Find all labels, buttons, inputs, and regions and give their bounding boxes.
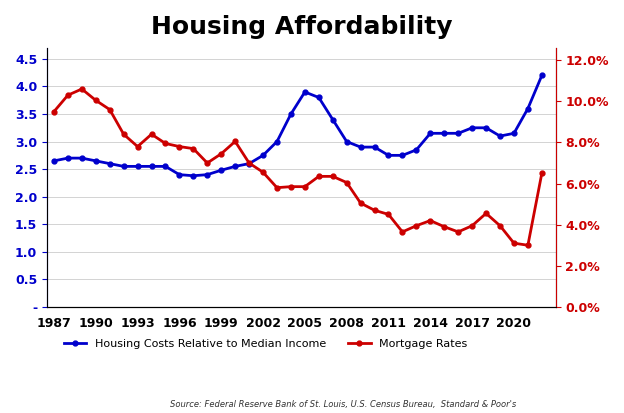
Mortgage Rates	[218, 151, 225, 156]
Mortgage Rates	[134, 144, 141, 149]
Housing Costs Relative to Median Income	[245, 161, 253, 166]
Housing Costs Relative to Median Income	[399, 153, 406, 158]
Mortgage Rates	[510, 241, 518, 246]
Mortgage Rates	[78, 87, 85, 92]
Housing Costs Relative to Median Income	[315, 95, 323, 100]
Housing Costs Relative to Median Income	[329, 117, 336, 122]
Housing Costs Relative to Median Income	[343, 139, 351, 144]
Housing Costs Relative to Median Income	[50, 159, 57, 164]
Mortgage Rates	[524, 243, 532, 248]
Mortgage Rates	[371, 208, 378, 213]
Mortgage Rates	[92, 98, 99, 103]
Housing Costs Relative to Median Income	[538, 73, 545, 78]
Mortgage Rates	[315, 174, 323, 179]
Housing Costs Relative to Median Income	[64, 156, 72, 161]
Housing Costs Relative to Median Income	[287, 112, 295, 116]
Mortgage Rates	[162, 141, 169, 146]
Mortgage Rates	[399, 229, 406, 234]
Text: Source: Federal Reserve Bank of St. Louis, U.S. Census Bureau,  Standard & Poor': Source: Federal Reserve Bank of St. Loui…	[170, 400, 516, 409]
Housing Costs Relative to Median Income	[412, 147, 420, 152]
Housing Costs Relative to Median Income	[260, 153, 267, 158]
Housing Costs Relative to Median Income	[78, 156, 85, 161]
Title: Housing Affordability: Housing Affordability	[150, 15, 452, 39]
Housing Costs Relative to Median Income	[218, 168, 225, 173]
Line: Mortgage Rates: Mortgage Rates	[52, 87, 544, 248]
Housing Costs Relative to Median Income	[273, 139, 281, 144]
Mortgage Rates	[469, 223, 476, 228]
Housing Costs Relative to Median Income	[482, 125, 490, 130]
Housing Costs Relative to Median Income	[427, 131, 434, 136]
Mortgage Rates	[329, 174, 336, 179]
Mortgage Rates	[496, 223, 504, 228]
Mortgage Rates	[176, 144, 183, 149]
Mortgage Rates	[287, 184, 295, 189]
Mortgage Rates	[120, 132, 127, 137]
Mortgage Rates	[412, 223, 420, 228]
Mortgage Rates	[260, 170, 267, 175]
Mortgage Rates	[427, 218, 434, 223]
Mortgage Rates	[106, 107, 114, 112]
Mortgage Rates	[454, 229, 462, 234]
Housing Costs Relative to Median Income	[120, 164, 127, 169]
Mortgage Rates	[50, 109, 57, 114]
Housing Costs Relative to Median Income	[385, 153, 392, 158]
Mortgage Rates	[203, 161, 211, 166]
Housing Costs Relative to Median Income	[176, 172, 183, 177]
Mortgage Rates	[357, 201, 364, 206]
Mortgage Rates	[482, 211, 490, 216]
Mortgage Rates	[385, 212, 392, 217]
Housing Costs Relative to Median Income	[190, 173, 197, 178]
Mortgage Rates	[190, 146, 197, 151]
Housing Costs Relative to Median Income	[469, 125, 476, 130]
Mortgage Rates	[232, 139, 239, 144]
Line: Housing Costs Relative to Median Income: Housing Costs Relative to Median Income	[52, 73, 544, 178]
Mortgage Rates	[64, 93, 72, 97]
Housing Costs Relative to Median Income	[524, 106, 532, 111]
Mortgage Rates	[301, 184, 309, 189]
Housing Costs Relative to Median Income	[92, 159, 99, 164]
Housing Costs Relative to Median Income	[496, 133, 504, 138]
Housing Costs Relative to Median Income	[148, 164, 155, 169]
Housing Costs Relative to Median Income	[441, 131, 448, 136]
Housing Costs Relative to Median Income	[106, 161, 114, 166]
Housing Costs Relative to Median Income	[454, 131, 462, 136]
Housing Costs Relative to Median Income	[232, 164, 239, 169]
Housing Costs Relative to Median Income	[371, 145, 378, 150]
Mortgage Rates	[441, 224, 448, 229]
Housing Costs Relative to Median Income	[510, 131, 518, 136]
Mortgage Rates	[245, 161, 253, 166]
Housing Costs Relative to Median Income	[203, 172, 211, 177]
Legend: Housing Costs Relative to Median Income, Mortgage Rates: Housing Costs Relative to Median Income,…	[59, 334, 472, 353]
Mortgage Rates	[538, 171, 545, 176]
Housing Costs Relative to Median Income	[162, 164, 169, 169]
Mortgage Rates	[273, 185, 281, 190]
Mortgage Rates	[148, 132, 155, 137]
Housing Costs Relative to Median Income	[134, 164, 141, 169]
Mortgage Rates	[343, 180, 351, 185]
Housing Costs Relative to Median Income	[357, 145, 364, 150]
Housing Costs Relative to Median Income	[301, 90, 309, 95]
